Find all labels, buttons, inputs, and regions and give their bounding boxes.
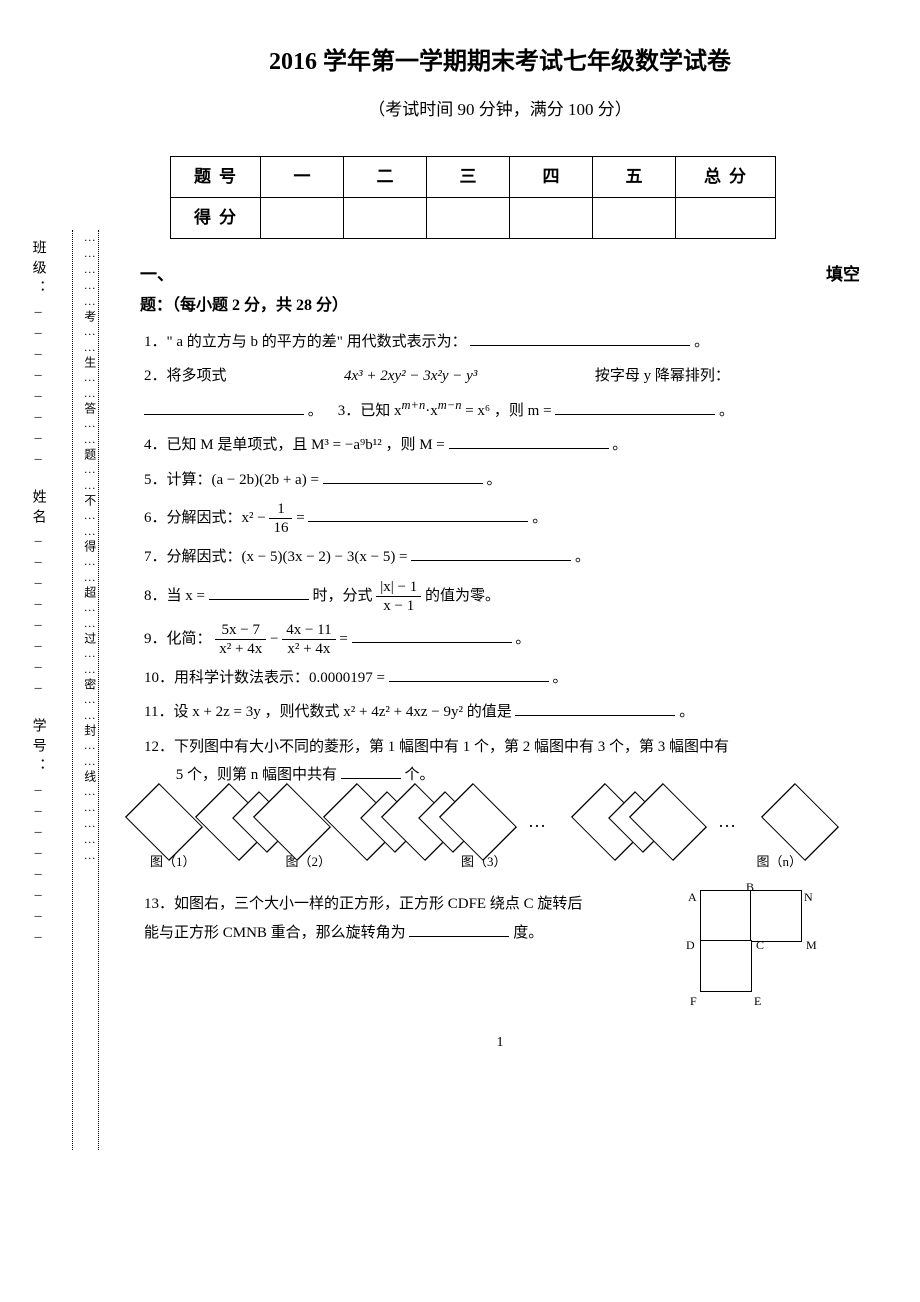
binding-labels: 班级：________ 姓名________ 学号：________ [24,240,51,946]
fig-n-end [776,798,810,846]
question-12: 12．下列图中有大小不同的菱形，第 1 幅图中有 1 个，第 2 幅图中有 3 … [144,733,860,790]
score-cell [676,197,776,238]
score-table: 题号 一 二 三 四 五 总分 得分 [170,156,776,239]
squares-figure: A B N D C M F E [680,890,840,1010]
question-9: 9．化简： 5x − 7 x² + 4x − 4x − 11 x² + 4x =… [144,621,860,658]
blank [449,433,609,449]
question-6: 6．分解因式：x² − 1 16 = 。 [144,500,860,537]
col-header: 三 [427,156,510,197]
section-subheading: 题：（每小题 2 分，共 28 分） [140,291,860,321]
table-row: 题号 一 二 三 四 五 总分 [171,156,776,197]
blank [323,468,483,484]
fraction: 5x − 7 x² + 4x [215,621,266,658]
figure-captions: 图（1） 图（2） 图（3） 图（n） [150,850,860,875]
fraction: 1 16 [269,500,292,537]
question-7: 7．分解因式：(x − 5)(3x − 2) − 3(x − 5) = 。 [144,543,860,572]
blank [470,330,690,346]
fraction: 4x − 11 x² + 4x [282,621,335,658]
binding-margin: 班级：________ 姓名________ 学号：________ ……………… [0,230,120,1160]
blank [411,545,571,561]
col-header: 四 [510,156,593,197]
question-2: 2．将多项式 4x³ + 2xy² − 3x²y − y³ 按字母 y 降幂排列… [144,362,860,391]
col-header: 一 [261,156,344,197]
fig-1 [140,798,174,846]
col-header: 五 [593,156,676,197]
question-13-block: 13．如图右，三个大小一样的正方形，正方形 CDFE 绕点 C 旋转后 能与正方… [140,890,860,1000]
fig-n [586,798,678,846]
blank [209,584,309,600]
polynomial: 4x³ + 2xy² − 3x²y − y³ [344,368,477,384]
score-cell [427,197,510,238]
question-5: 5．计算：(a − 2b)(2b + a) = 。 [144,466,860,495]
blank [144,399,304,415]
fig-3 [338,798,488,846]
blank [409,921,509,937]
exam-subtitle: （考试时间 90 分钟，满分 100 分） [140,94,860,126]
question-13: 13．如图右，三个大小一样的正方形，正方形 CDFE 绕点 C 旋转后 能与正方… [144,890,664,947]
fraction: |x| − 1 x − 1 [376,578,421,615]
question-1: 1．" a 的立方与 b 的平方的差" 用代数式表示为： 。 [144,328,860,357]
row-label: 得分 [171,197,261,238]
section-heading: 一、 填空 [140,259,860,291]
blank [555,399,715,415]
blank [389,666,549,682]
score-cell [510,197,593,238]
score-cell [261,197,344,238]
score-cell [344,197,427,238]
col-header: 二 [344,156,427,197]
ellipsis: … [524,804,550,838]
rhombus-figure: … … [140,798,860,846]
exam-title: 2016 学年第一学期期末考试七年级数学试卷 [140,40,860,86]
blank [341,763,401,779]
binding-warning: ……………考……生……答……题……不……得……超……过……密……封……线…………… [78,230,101,864]
blank [515,700,675,716]
blank [308,506,528,522]
question-11: 11．设 x + 2z = 3y ，则代数式 x² + 4z² + 4xz − … [144,698,860,727]
table-row: 得分 [171,197,776,238]
question-4: 4．已知 M 是单项式，且 M³ = −a⁹b¹² ，则 M = 。 [144,431,860,460]
ellipsis: … [714,804,740,838]
score-cell [593,197,676,238]
question-3: 。 3．已知 xm+n·xm−n = x⁶ ，则 m = 。 [144,397,860,426]
fig-2 [210,798,302,846]
section-type: 填空 [826,259,860,291]
question-8: 8．当 x = 时，分式 |x| − 1 x − 1 的值为零。 [144,578,860,615]
section-number: 一、 [140,265,174,284]
row-label: 题号 [171,156,261,197]
col-total: 总分 [676,156,776,197]
question-10: 10．用科学计数法表示：0.0000197 = 。 [144,664,860,693]
page-number: 1 [140,1030,860,1057]
blank [352,627,512,643]
